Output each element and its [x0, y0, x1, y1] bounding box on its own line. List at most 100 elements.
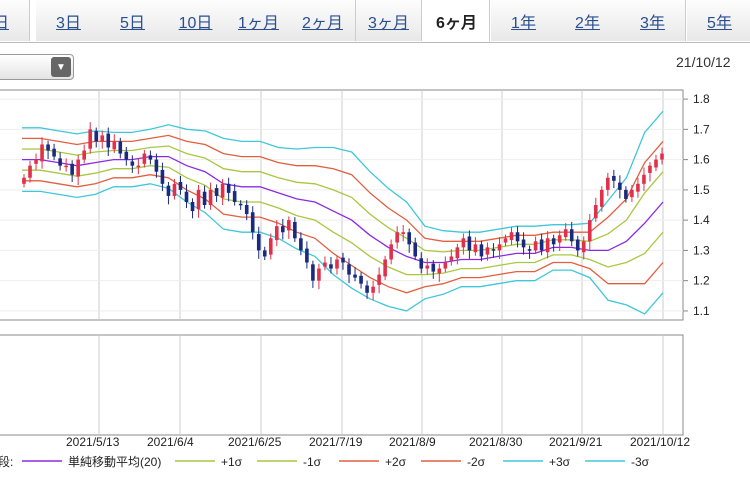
y-tick-label: 1.1: [693, 304, 710, 318]
candle-body: [485, 247, 490, 255]
chart-legend: 段: 単純移動平均(20) +1σ -1σ +2σ -2σ +3σ -3σ: [0, 454, 650, 469]
candle-body: [70, 163, 74, 175]
candle-body: [461, 238, 466, 248]
candle-body: [317, 268, 321, 281]
legend-label: -2σ: [467, 455, 486, 469]
candle-body: [244, 205, 249, 215]
candle-body: [527, 249, 532, 251]
x-tick-label: 2021/6/25: [228, 435, 282, 449]
candle-body: [473, 244, 478, 253]
legend-prefix: 段:: [0, 454, 13, 469]
upper-1sigma-band: [22, 145, 664, 253]
candle-body: [64, 165, 68, 168]
candle-body: [545, 238, 550, 253]
candle-body: [618, 182, 622, 190]
y-tick-label: 1.8: [693, 92, 710, 106]
candle-body: [106, 133, 111, 148]
price-panel-frame: [0, 89, 684, 321]
candle-body: [443, 262, 448, 269]
period-tab-bar: 1日3日5日10日1ヶ月2ヶ月3ヶ月6ヶ月1年2年3年5年: [0, 0, 750, 43]
candle-body: [624, 189, 628, 199]
candle-body: [88, 129, 93, 149]
candle-body: [491, 249, 496, 251]
legend-label: -3σ: [631, 455, 650, 469]
candle-body: [533, 241, 538, 251]
candle-body: [503, 238, 508, 243]
candle-body: [389, 244, 393, 260]
chart-type-dropdown[interactable]: ▼: [0, 54, 74, 80]
candle-body: [196, 189, 201, 210]
candle-body: [600, 189, 604, 207]
y-tick-label: 1.7: [693, 122, 710, 136]
candle-body: [160, 169, 165, 184]
y-tick-label: 1.6: [693, 153, 710, 167]
y-tick-label: 1.5: [693, 183, 710, 197]
candle-body: [190, 201, 195, 212]
candle-body: [172, 183, 177, 196]
candle-body: [479, 244, 484, 257]
candle-body: [395, 232, 399, 243]
tab-1[interactable]: 1日: [0, 0, 30, 41]
tab-11[interactable]: 3年: [620, 0, 686, 41]
candle-body: [413, 242, 418, 257]
y-tick-label: 1.3: [693, 243, 710, 257]
candle-body: [630, 189, 634, 198]
tab-9[interactable]: 1年: [491, 0, 557, 41]
candle-body: [401, 232, 405, 235]
legend-label: +2σ: [385, 455, 407, 469]
candle-body: [425, 265, 430, 269]
candle-body: [612, 175, 616, 181]
candle-body: [299, 238, 303, 251]
sub-panel-frame: [0, 334, 684, 436]
tab-5[interactable]: 1ヶ月: [226, 0, 292, 41]
candle-body: [347, 264, 351, 275]
candle-body: [76, 159, 80, 177]
candle-body: [449, 256, 454, 261]
tab-3[interactable]: 5日: [100, 0, 166, 41]
candle-body: [654, 159, 658, 168]
candle-body: [124, 151, 129, 160]
candle-body: [329, 264, 333, 269]
candle-body: [569, 229, 574, 242]
tab-6[interactable]: 2ヶ月: [290, 0, 356, 41]
tab-8[interactable]: 6ヶ月: [424, 0, 490, 42]
candle-body: [52, 148, 56, 157]
candle-body: [575, 239, 580, 251]
candle-body: [323, 262, 327, 267]
candle-body: [274, 226, 279, 241]
latest-date: 21/10/12: [676, 54, 731, 70]
candle-body: [287, 220, 291, 231]
upper-3sigma-band: [22, 110, 664, 233]
candle-body: [407, 232, 412, 245]
candle-body: [94, 131, 99, 142]
candle-body: [148, 155, 153, 160]
candle-body: [232, 191, 237, 202]
candle-body: [521, 239, 526, 248]
candle-body: [166, 185, 171, 196]
candle-body: [606, 177, 610, 190]
legend-label: +1σ: [221, 455, 243, 469]
candle-body: [648, 165, 652, 173]
candle-body: [112, 141, 117, 150]
candle-body: [184, 191, 189, 202]
candle-body: [305, 248, 309, 263]
candle-body: [118, 141, 123, 154]
candle-body: [214, 188, 219, 196]
tab-7[interactable]: 3ヶ月: [356, 0, 422, 41]
candle-body: [293, 221, 297, 239]
candle-body: [178, 182, 183, 190]
candle-body: [497, 244, 502, 251]
candle-body: [268, 238, 273, 255]
x-tick-label: 2021/8/9: [389, 435, 436, 449]
legend-label: -1σ: [303, 455, 322, 469]
tab-12[interactable]: 5年: [687, 0, 750, 41]
candle-body: [208, 189, 213, 205]
x-tick-label: 2021/10/12: [630, 435, 690, 449]
candle-body: [642, 174, 646, 184]
candle-body: [551, 238, 556, 245]
candle-body: [455, 247, 460, 259]
candle-body: [154, 159, 159, 172]
candle-body: [509, 232, 514, 241]
candle-body: [281, 226, 285, 233]
